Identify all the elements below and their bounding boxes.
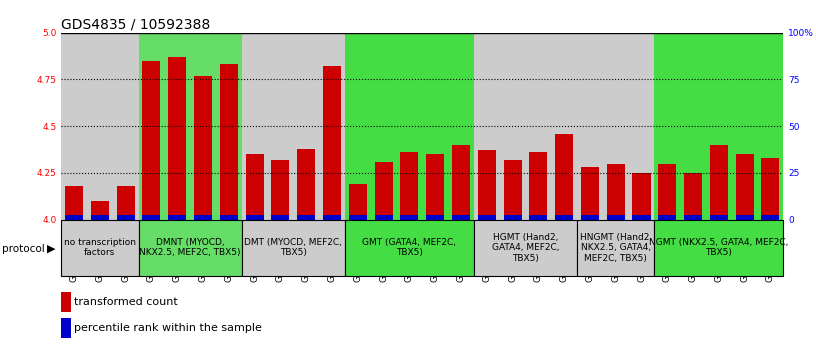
Bar bbox=[348, 184, 367, 220]
Bar bbox=[503, 160, 521, 220]
Bar bbox=[426, 154, 444, 220]
Bar bbox=[117, 186, 135, 220]
Bar bbox=[632, 215, 650, 220]
Bar bbox=[761, 158, 779, 220]
Bar bbox=[581, 167, 599, 220]
Bar bbox=[606, 164, 625, 220]
Bar bbox=[348, 215, 367, 220]
Bar bbox=[684, 215, 702, 220]
Text: transformed count: transformed count bbox=[74, 297, 178, 307]
Bar bbox=[530, 152, 548, 220]
Bar bbox=[345, 33, 474, 220]
Bar bbox=[581, 215, 599, 220]
Bar bbox=[401, 152, 419, 220]
Bar bbox=[61, 33, 139, 220]
Bar bbox=[272, 160, 290, 220]
Bar bbox=[246, 215, 264, 220]
Bar bbox=[477, 150, 496, 220]
Text: ▶: ▶ bbox=[47, 244, 55, 254]
Bar bbox=[246, 154, 264, 220]
Text: GMT (GATA4, MEF2C,
TBX5): GMT (GATA4, MEF2C, TBX5) bbox=[362, 238, 456, 257]
Bar bbox=[323, 66, 341, 220]
Bar bbox=[65, 186, 83, 220]
Bar bbox=[684, 173, 702, 220]
Bar bbox=[606, 215, 625, 220]
Bar bbox=[139, 220, 242, 276]
Bar bbox=[61, 220, 139, 276]
Bar bbox=[736, 154, 754, 220]
Bar bbox=[577, 33, 654, 220]
Bar bbox=[426, 215, 444, 220]
Bar bbox=[143, 61, 161, 220]
Text: HGMT (Hand2,
GATA4, MEF2C,
TBX5): HGMT (Hand2, GATA4, MEF2C, TBX5) bbox=[492, 233, 559, 263]
Bar bbox=[65, 215, 83, 220]
Bar bbox=[477, 215, 496, 220]
Bar bbox=[452, 215, 470, 220]
Bar bbox=[194, 76, 212, 220]
Bar bbox=[375, 215, 392, 220]
Bar bbox=[297, 148, 315, 220]
Bar bbox=[659, 215, 676, 220]
Text: percentile rank within the sample: percentile rank within the sample bbox=[74, 323, 262, 333]
Bar bbox=[761, 215, 779, 220]
Bar bbox=[220, 215, 238, 220]
Bar bbox=[659, 164, 676, 220]
Bar bbox=[194, 215, 212, 220]
Bar bbox=[168, 215, 186, 220]
Bar bbox=[503, 215, 521, 220]
Text: GDS4835 / 10592388: GDS4835 / 10592388 bbox=[61, 17, 211, 32]
Bar bbox=[474, 33, 577, 220]
Bar bbox=[139, 33, 242, 220]
Bar bbox=[555, 134, 573, 220]
Bar bbox=[555, 215, 573, 220]
Bar bbox=[242, 220, 345, 276]
Bar bbox=[654, 33, 783, 220]
Bar bbox=[654, 220, 783, 276]
Bar bbox=[452, 145, 470, 220]
Bar bbox=[530, 215, 548, 220]
Text: NGMT (NKX2.5, GATA4, MEF2C,
TBX5): NGMT (NKX2.5, GATA4, MEF2C, TBX5) bbox=[650, 238, 788, 257]
Text: DMT (MYOCD, MEF2C,
TBX5): DMT (MYOCD, MEF2C, TBX5) bbox=[244, 238, 342, 257]
Bar bbox=[710, 145, 728, 220]
Text: no transcription
factors: no transcription factors bbox=[64, 238, 136, 257]
Bar bbox=[323, 215, 341, 220]
Bar bbox=[91, 201, 109, 220]
Bar bbox=[242, 33, 345, 220]
Bar bbox=[91, 215, 109, 220]
Bar bbox=[168, 57, 186, 220]
Bar bbox=[272, 215, 290, 220]
Bar bbox=[736, 215, 754, 220]
Text: HNGMT (Hand2,
NKX2.5, GATA4,
MEF2C, TBX5): HNGMT (Hand2, NKX2.5, GATA4, MEF2C, TBX5… bbox=[579, 233, 652, 263]
Bar bbox=[474, 220, 577, 276]
Bar bbox=[117, 215, 135, 220]
Bar bbox=[632, 173, 650, 220]
Text: protocol: protocol bbox=[2, 244, 44, 254]
Text: DMNT (MYOCD,
NKX2.5, MEF2C, TBX5): DMNT (MYOCD, NKX2.5, MEF2C, TBX5) bbox=[140, 238, 241, 257]
Bar bbox=[345, 220, 474, 276]
Bar bbox=[375, 162, 392, 220]
Bar bbox=[220, 65, 238, 220]
Bar bbox=[297, 215, 315, 220]
Bar bbox=[710, 215, 728, 220]
Bar bbox=[401, 215, 419, 220]
Bar bbox=[577, 220, 654, 276]
Bar bbox=[143, 215, 161, 220]
